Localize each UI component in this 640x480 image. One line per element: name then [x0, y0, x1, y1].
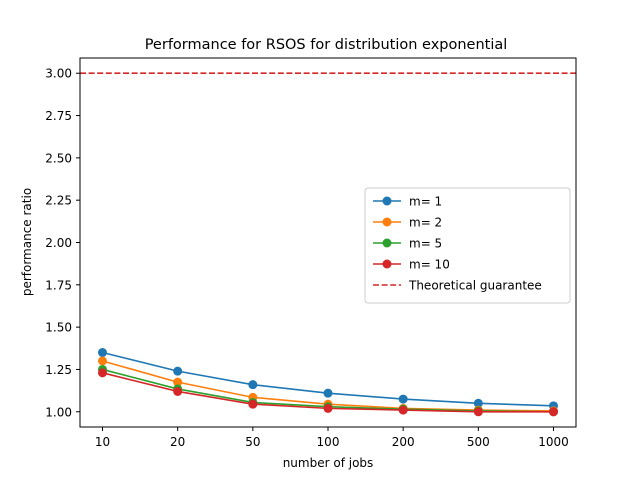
data-point — [473, 407, 483, 417]
y-tick-label: 2.00 — [45, 236, 72, 250]
x-tick-label: 10 — [95, 435, 110, 449]
data-point — [398, 394, 408, 404]
legend-label: m= 10 — [409, 258, 450, 272]
data-point — [173, 366, 183, 376]
y-axis-label: performance ratio — [20, 188, 34, 296]
legend-label: Theoretical guarantee — [408, 279, 542, 293]
legend-marker — [382, 196, 392, 206]
y-tick-label: 1.25 — [45, 363, 72, 377]
data-point — [323, 403, 333, 413]
series-line — [102, 351, 554, 407]
data-point — [549, 407, 558, 417]
data-point — [323, 388, 333, 398]
data-point — [98, 348, 107, 358]
legend-label: m= 1 — [409, 195, 442, 209]
data-point — [398, 405, 408, 415]
x-tick-label: 1000 — [538, 435, 569, 449]
legend-label: m= 5 — [409, 237, 442, 251]
x-tick-label: 200 — [392, 435, 415, 449]
x-tick-label: 100 — [317, 435, 340, 449]
data-point — [98, 356, 107, 366]
data-point — [473, 398, 483, 408]
data-point — [173, 386, 183, 396]
axes-frame — [79, 57, 577, 428]
y-tick-label: 2.50 — [45, 151, 72, 165]
legend-marker — [382, 238, 392, 248]
data-point — [248, 380, 258, 390]
data-point — [248, 399, 258, 409]
x-tick-label: 500 — [467, 435, 490, 449]
chart-title: Performance for RSOS for distribution ex… — [145, 37, 508, 53]
legend-label: m= 2 — [409, 216, 442, 230]
y-tick-label: 2.25 — [45, 194, 72, 208]
legend-marker — [382, 259, 392, 269]
x-tick-label: 50 — [245, 435, 260, 449]
y-tick-label: 1.50 — [45, 321, 72, 335]
data-point — [173, 377, 183, 387]
y-tick-label: 1.00 — [45, 405, 72, 419]
y-tick-label: 1.75 — [45, 278, 72, 292]
data-point — [98, 368, 107, 378]
x-tick-label: 20 — [170, 435, 185, 449]
plot-area: 10 20 50 100 200 500 1000 1.00 1.25 1.50 1.75 2.00 2… — [45, 67, 576, 449]
legend-box — [364, 187, 571, 304]
legend: m= 1 m= 2 m= 5 m= 10 Theoretical guarantee — [364, 187, 571, 304]
y-tick-label: 2.75 — [45, 109, 72, 123]
x-axis-label: number of jobs — [283, 456, 374, 470]
y-tick-label: 3.00 — [45, 67, 72, 81]
legend-marker — [382, 217, 392, 227]
